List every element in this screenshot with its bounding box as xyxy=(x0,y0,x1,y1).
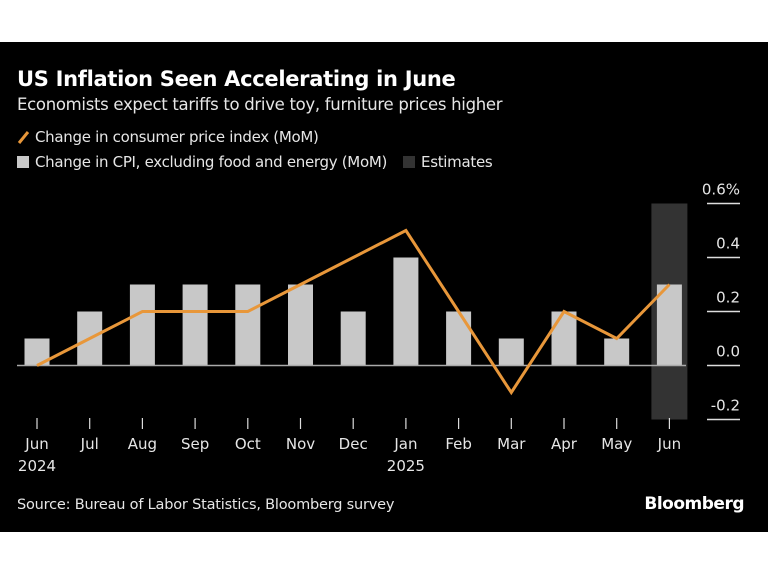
x-tick-label: Jul xyxy=(80,435,99,453)
bar-core-cpi xyxy=(235,284,261,366)
bar-core-cpi xyxy=(446,311,472,366)
x-year-label: 2025 xyxy=(387,457,425,475)
x-tick-label: Feb xyxy=(445,435,472,453)
x-tick-label: Dec xyxy=(339,435,368,453)
line-swatch-icon xyxy=(17,131,29,144)
y-tick-label: -0.2 xyxy=(711,397,740,415)
y-tick-label: 0.0 xyxy=(716,343,740,361)
bar-core-cpi xyxy=(656,284,682,366)
x-tick-label: Jun xyxy=(24,435,48,453)
x-tick-label: Apr xyxy=(551,435,578,453)
bar-swatch-icon xyxy=(17,156,29,168)
x-tick-label: Mar xyxy=(497,435,526,453)
legend-item-core: Change in CPI, excluding food and energy… xyxy=(17,153,493,171)
legend-label-cpi: Change in consumer price index (MoM) xyxy=(35,128,319,146)
legend-label-estimates: Estimates xyxy=(421,153,493,171)
estimates-swatch-icon xyxy=(403,156,416,168)
chart-title: US Inflation Seen Accelerating in June xyxy=(17,67,456,91)
chart-subtitle: Economists expect tariffs to drive toy, … xyxy=(17,95,503,114)
x-tick-label: Aug xyxy=(128,435,157,453)
bar-core-cpi xyxy=(182,284,208,366)
bar-core-cpi xyxy=(604,338,630,366)
x-tick-label: Sep xyxy=(181,435,209,453)
x-tick-label: Oct xyxy=(235,435,261,453)
bar-core-cpi xyxy=(498,338,524,366)
bar-core-cpi xyxy=(551,311,577,366)
chart-panel: US Inflation Seen Accelerating in June E… xyxy=(0,42,768,532)
bar-core-cpi xyxy=(288,284,313,366)
x-tick-label: May xyxy=(601,435,632,453)
x-tick-label: Jun xyxy=(657,435,681,453)
bar-core-cpi xyxy=(340,311,366,366)
legend-item-cpi: Change in consumer price index (MoM) xyxy=(17,128,319,146)
bloomberg-logo: Bloomberg xyxy=(644,494,744,514)
bar-core-cpi xyxy=(393,257,419,366)
x-tick-label: Nov xyxy=(286,435,315,453)
x-year-label: 2024 xyxy=(18,457,56,475)
y-tick-label: 0.4 xyxy=(716,235,740,253)
legend-label-core: Change in CPI, excluding food and energy… xyxy=(35,153,388,171)
y-tick-label: 0.2 xyxy=(716,289,740,307)
y-tick-label: 0.6% xyxy=(702,181,740,199)
bar-core-cpi xyxy=(129,284,155,366)
source-note: Source: Bureau of Labor Statistics, Bloo… xyxy=(17,497,395,513)
x-tick-label: Jan xyxy=(393,435,417,453)
